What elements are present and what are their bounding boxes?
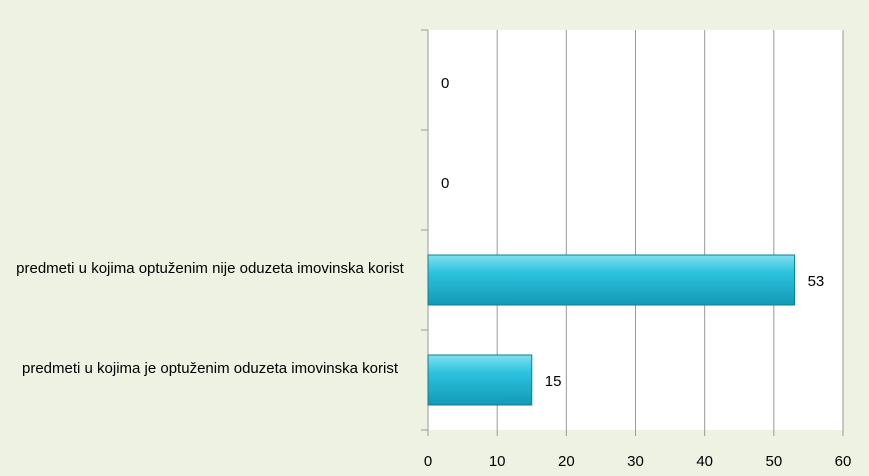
x-tick-label: 10: [489, 453, 506, 470]
x-tick-label: 60: [835, 453, 852, 470]
x-tick-label: 50: [765, 453, 782, 470]
data-label: 15: [545, 373, 562, 390]
bar: [427, 354, 533, 406]
x-tick-label: 20: [558, 453, 575, 470]
bar: [427, 254, 796, 306]
data-label: 0: [441, 175, 449, 192]
y-tick-label: predmeti u kojima je optuženim oduzeta i…: [21, 360, 398, 377]
x-tick-label: 0: [424, 453, 432, 470]
y-tick-label: predmeti u kojima optuženim nije oduzeta…: [16, 260, 404, 277]
data-label: 0: [441, 75, 449, 92]
x-tick-label: 40: [696, 453, 713, 470]
x-tick-label: 30: [627, 453, 644, 470]
data-label: 53: [808, 273, 825, 290]
